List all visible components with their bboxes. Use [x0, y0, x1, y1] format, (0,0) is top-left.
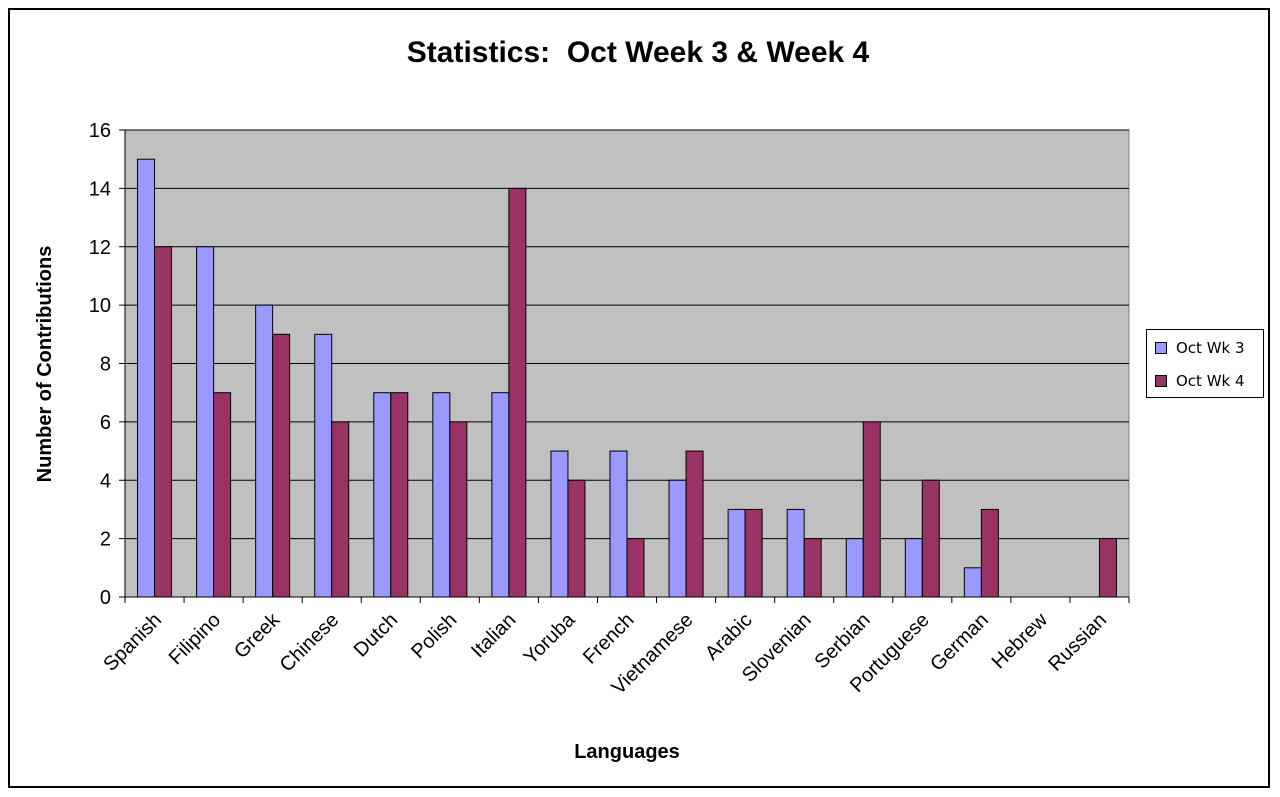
legend-label-wk3: Oct Wk 3 [1176, 339, 1245, 357]
bar-wk4-russian [1098, 538, 1117, 598]
legend-swatch-wk3 [1155, 342, 1167, 354]
bar-wk4-polish [449, 421, 468, 598]
y-tick-label: 0 [100, 587, 111, 609]
bar-wk3-dutch [373, 392, 392, 598]
bar-wk4-italian [508, 187, 527, 598]
x-tick-label-polish: Polish [407, 609, 461, 663]
x-tick-label-dutch: Dutch [350, 609, 403, 662]
bars [137, 158, 1117, 598]
bar-wk4-german [980, 508, 999, 598]
legend-item-wk4: Oct Wk 4 [1155, 372, 1245, 390]
x-tick-label-chinese: Chinese [276, 609, 343, 676]
legend-swatch-wk4 [1155, 375, 1167, 387]
bar-wk4-spanish [154, 246, 173, 598]
y-axis-label: Number of Contributions [34, 246, 56, 483]
chart-title: Statistics: Oct Week 3 & Week 4 [407, 36, 870, 69]
y-tick-label: 12 [89, 237, 111, 259]
x-tick-label-russian: Russian [1044, 609, 1111, 676]
bar-wk3-greek [255, 304, 274, 598]
bar-wk3-serbian [845, 538, 864, 598]
legend-label-wk4: Oct Wk 4 [1176, 372, 1245, 390]
x-tick-label-yoruba: Yoruba [520, 608, 580, 668]
y-tick-label: 2 [100, 529, 111, 551]
bar-wk3-vietnamese [668, 479, 687, 598]
bar-wk3-arabic [727, 508, 746, 598]
bar-wk4-yoruba [567, 479, 586, 598]
bar-wk4-slovenian [803, 538, 822, 598]
x-tick-label-french: French [579, 609, 639, 669]
bar-wk3-portuguese [904, 538, 923, 598]
bar-wk3-spanish [137, 158, 156, 598]
x-axis-label: Languages [574, 741, 680, 763]
bar-wk3-polish [432, 392, 451, 598]
bar-wk4-chinese [331, 421, 350, 598]
axes [119, 129, 1130, 603]
x-tick-label-hebrew: Hebrew [988, 609, 1053, 674]
bar-wk4-french [626, 538, 645, 598]
x-tick-label-arabic: Arabic [701, 609, 757, 665]
y-tick-label: 4 [100, 470, 111, 492]
legend: Oct Wk 3 Oct Wk 4 [1146, 329, 1264, 398]
bar-wk4-greek [272, 333, 291, 598]
y-tick-label: 10 [89, 295, 111, 317]
bar-wk4-arabic [744, 508, 763, 598]
bar-wk4-filipino [213, 392, 232, 598]
x-tick-label-greek: Greek [230, 608, 285, 663]
x-tick-label-italian: Italian [467, 609, 520, 662]
bar-wk3-french [609, 450, 628, 598]
y-tick-labels: 0 2 4 6 8 10 12 14 16 [89, 120, 111, 609]
bar-wk3-slovenian [786, 508, 805, 598]
bar-wk4-serbian [862, 421, 881, 598]
bar-wk3-italian [491, 392, 510, 598]
legend-item-wk3: Oct Wk 3 [1155, 339, 1245, 357]
bar-wk3-german [963, 567, 982, 598]
y-tick-label: 16 [89, 120, 111, 142]
bar-wk3-yoruba [550, 450, 569, 598]
bar-wk3-filipino [196, 246, 215, 598]
y-tick-label: 14 [89, 178, 111, 200]
x-tick-label-german: German [926, 609, 993, 676]
bar-wk4-portuguese [921, 479, 940, 598]
x-tick-label-spanish: Spanish [99, 609, 166, 676]
bar-wk4-dutch [390, 392, 409, 598]
y-tick-label: 8 [100, 354, 111, 376]
x-tick-label-filipino: Filipino [165, 609, 225, 669]
y-tick-label: 6 [100, 412, 111, 434]
bar-wk4-vietnamese [685, 450, 704, 598]
bar-wk3-chinese [314, 333, 333, 598]
